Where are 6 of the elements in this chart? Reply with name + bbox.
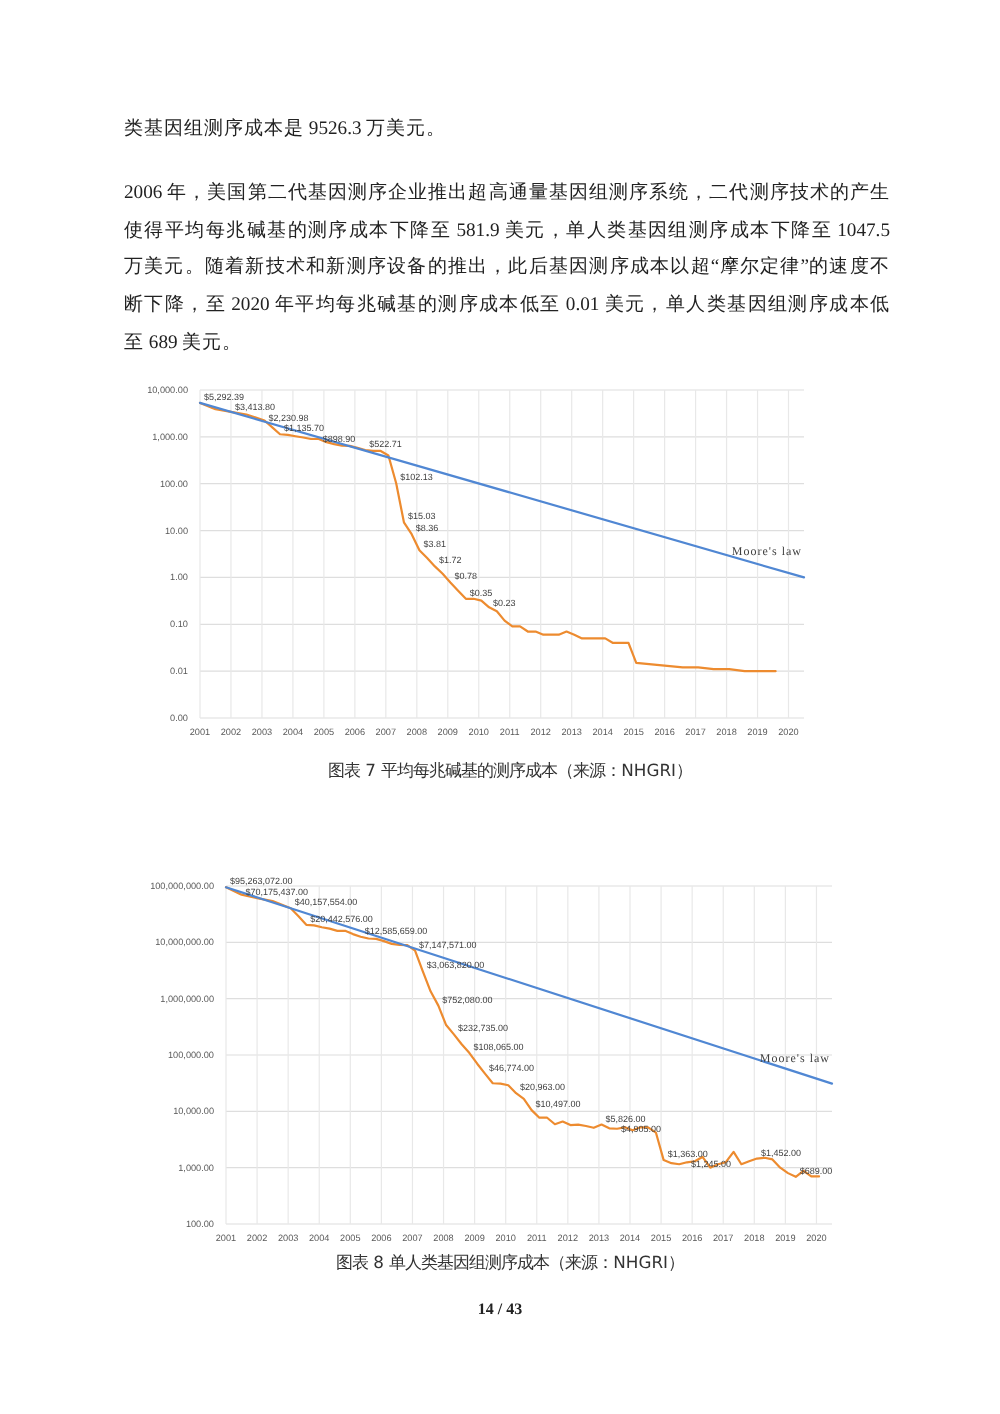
line-series <box>198 401 777 673</box>
text: 类基因组测序成本是 9526.3 万美元。 <box>124 116 449 144</box>
text: 图表 8 单人类基因组测序成本（来源：NHGRI） <box>334 1252 686 1274</box>
text: 14 / 43 <box>475 1300 525 1318</box>
text: 图表 7 平均每兆碱基的测序成本（来源：NHGRI） <box>326 760 694 782</box>
text: 2006 年，美国第二代基因测序企业推出超高通量基因组测序系统，二代测序技术的产生使得平均每兆碱基的测序成本下降至 581.9 美元，单人类基因组测序成本下降至 1047.5 万美元。随着新技术和新测序设备的推出，此后基因测序成本以超“摩尔定律”的速度不断下降，至 2020 年平均每兆碱基的测序成本低至 0.01 美元，单人类基因组测序成本低至 689 美元。 <box>124 180 890 358</box>
